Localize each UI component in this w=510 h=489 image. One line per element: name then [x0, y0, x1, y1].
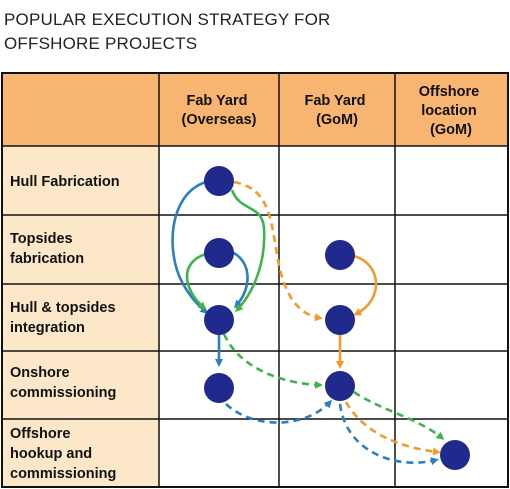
node-integration-overseas: [204, 305, 234, 335]
column-header-line: Fab Yard: [186, 93, 247, 109]
green-dashed-onshore-to-offshore: [353, 390, 445, 440]
node-offshore-location: [440, 440, 470, 470]
flow-arrows: [171, 180, 445, 466]
node-topsides-gom: [325, 240, 355, 270]
blue-dashed-onshore-to-gom-onshore: [225, 399, 333, 424]
row-label-line: Hull Fabrication: [10, 174, 120, 190]
row-label-line: Topsides: [10, 231, 73, 247]
row-label-integration: Hull & topsides integration: [10, 300, 120, 336]
column-header-line: (GoM): [430, 122, 472, 138]
column-header-line: (GoM): [316, 112, 358, 128]
row-label-line: integration: [10, 320, 85, 336]
green-arrow-hull-to-integration: [230, 189, 266, 313]
node-onshore-overseas: [204, 373, 234, 403]
row-label-line: Hull & topsides: [10, 300, 116, 316]
row-label-line: fabrication: [10, 251, 84, 267]
title-line-2: OFFSHORE PROJECTS: [4, 34, 198, 53]
column-header-line: location: [421, 103, 477, 119]
table-grid: [1, 72, 509, 488]
column-header-gom-yard: Fab Yard (GoM): [304, 93, 369, 128]
orange-dashed-onshore-to-offshore: [344, 401, 441, 456]
row-label-onshore-commissioning: Onshore commissioning: [10, 365, 116, 401]
row-label-offshore-hookup: Offshore hookup and commissioning: [10, 426, 116, 482]
row-label-line: commissioning: [10, 385, 116, 401]
blue-dashed-onshore-to-offshore: [338, 403, 439, 466]
row-label-column-bg: [2, 146, 159, 487]
node-integration-gom: [325, 305, 355, 335]
activity-nodes: [204, 166, 470, 470]
column-header-overseas: Fab Yard (Overseas): [182, 93, 257, 128]
diagram-title: POPULAR EXECUTION STRATEGY FOR OFFSHORE …: [4, 8, 331, 56]
blue-arrow-topsides-to-integration: [231, 250, 249, 309]
column-header-line: Fab Yard: [304, 93, 365, 109]
row-label-topsides-fabrication: Topsides fabrication: [10, 231, 84, 267]
orange-arrow-gom-topsides-to-integration: [353, 254, 378, 316]
header-row-bg: [2, 73, 508, 146]
green-arrow-topsides-to-integration: [185, 252, 207, 311]
row-label-line: Onshore: [10, 365, 70, 381]
blue-arrow-hull-to-integration: [171, 180, 209, 314]
column-header-offshore-location: Offshore location (GoM): [419, 84, 483, 138]
green-dashed-integration-to-gom-onshore: [222, 333, 323, 389]
row-label-line: commissioning: [10, 466, 116, 482]
node-hull-overseas: [204, 166, 234, 196]
title-line-1: POPULAR EXECUTION STRATEGY FOR: [4, 10, 331, 29]
column-header-line: (Overseas): [182, 112, 257, 128]
orange-dashed-hull-to-gom-integration: [233, 180, 323, 322]
row-label-line: hookup and: [10, 446, 92, 462]
column-header-line: Offshore: [419, 84, 479, 100]
node-topsides-overseas: [204, 238, 234, 268]
node-onshore-gom: [325, 371, 355, 401]
row-label-line: Offshore: [10, 426, 70, 442]
row-label-hull-fabrication: Hull Fabrication: [10, 174, 120, 190]
